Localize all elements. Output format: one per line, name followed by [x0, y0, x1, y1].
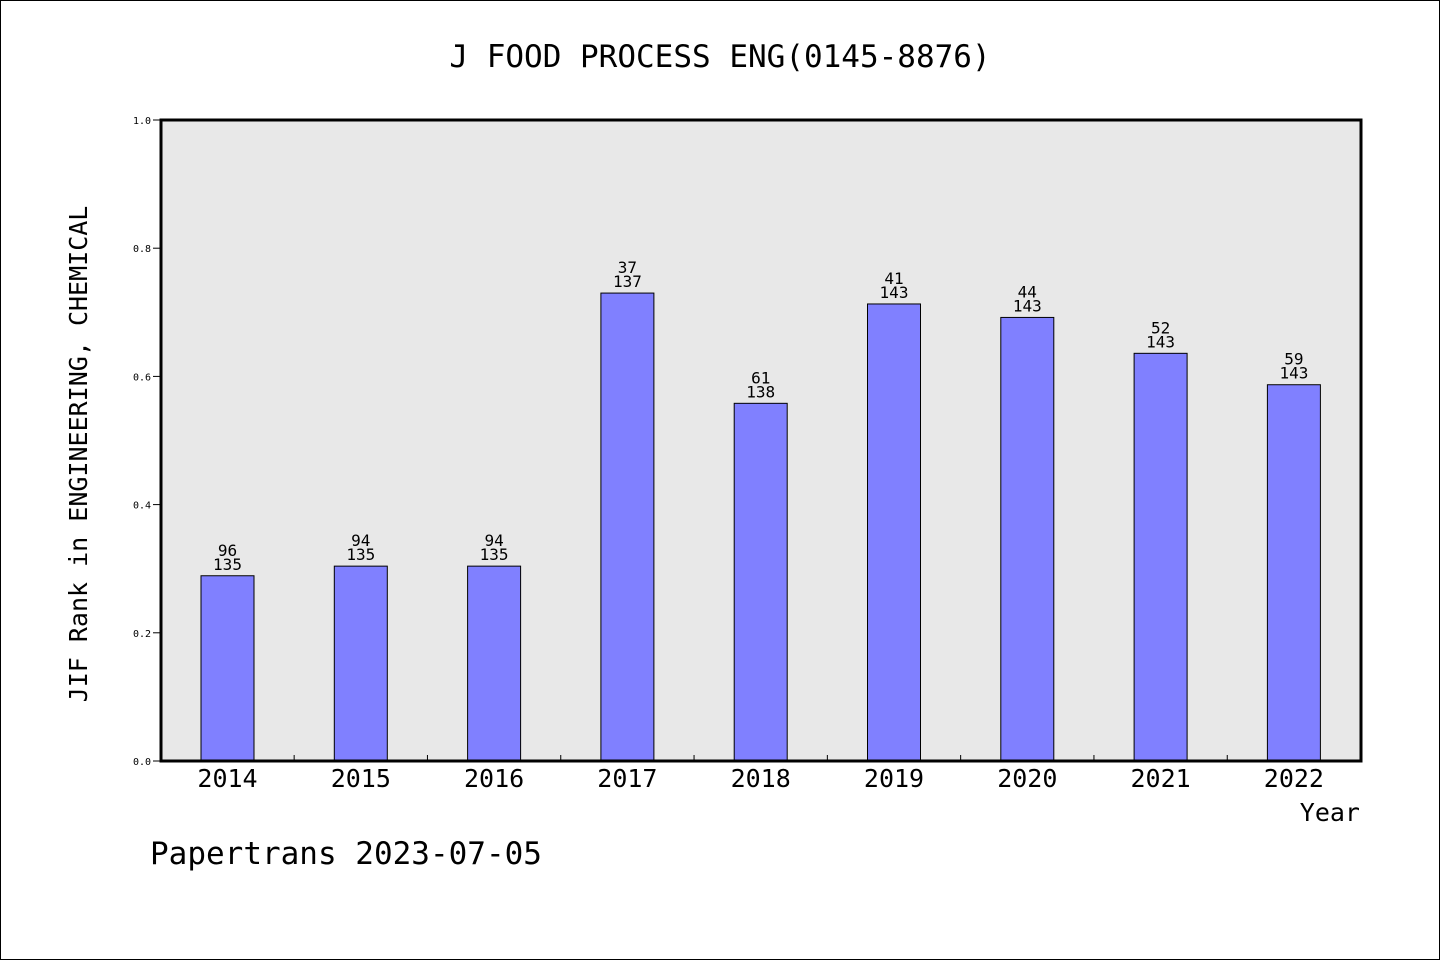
bar-2021 [1133, 352, 1188, 762]
x-tick-label: 2014 [197, 764, 257, 793]
bar-2020 [1000, 316, 1055, 762]
bar-2016 [467, 565, 522, 762]
bar-rank-label: 59 [1284, 350, 1303, 369]
bar-2018 [733, 402, 788, 762]
x-tick-label: 2020 [997, 764, 1057, 793]
bar-total-label: 135 [480, 545, 509, 564]
bar-rank-label: 94 [484, 531, 503, 550]
x-axis-label: Year [1300, 798, 1360, 827]
bar-2015 [333, 565, 388, 762]
bar-rank-label: 61 [751, 368, 770, 387]
bar-rank-label: 94 [351, 531, 370, 550]
y-axis-label: JIF Rank in ENGINEERING, CHEMICAL [64, 206, 93, 703]
bar-total-label: 137 [613, 272, 642, 291]
y-tick-label: 0.4 [133, 501, 151, 512]
bar-2017 [600, 292, 655, 762]
x-tick-label: 2021 [1130, 764, 1190, 793]
bar-total-label: 143 [1146, 332, 1175, 351]
bar-total-label: 135 [213, 555, 242, 574]
bar-rank-label: 52 [1151, 318, 1170, 337]
footer-text: Papertrans 2023-07-05 [150, 836, 542, 872]
bar-2019 [867, 303, 921, 762]
y-tick-label: 0.2 [133, 629, 151, 640]
y-axis: 0.0 0.2 0.4 0.6 0.8 1.0 [133, 116, 161, 768]
bar-rank-label: 41 [884, 269, 903, 288]
x-tick-label: 2016 [464, 764, 524, 793]
bar-total-label: 143 [880, 283, 909, 302]
x-tick-label: 2015 [331, 764, 391, 793]
bar-total-label: 138 [746, 382, 775, 401]
bar-total-label: 143 [1013, 296, 1042, 315]
x-tick-label: 2022 [1264, 764, 1324, 793]
x-tick-label: 2019 [864, 764, 924, 793]
bar-2014 [200, 575, 255, 762]
plot-border [159, 118, 1363, 763]
y-tick-label: 0.6 [133, 372, 151, 383]
y-tick-label: 0.8 [133, 244, 151, 255]
x-tick-label: 2018 [731, 764, 791, 793]
x-tick-label: 2017 [597, 764, 657, 793]
x-axis: 2014 2015 2016 2017 2018 2019 2020 2021 2022 [197, 755, 1324, 793]
bar-total-label: 143 [1279, 364, 1308, 383]
bar-rank-label: 37 [618, 258, 637, 277]
bar-total-label: 135 [346, 545, 375, 564]
bar-2022 [1266, 384, 1321, 762]
y-tick-label: 0.0 [133, 757, 151, 768]
bar-rank-label: 96 [218, 541, 237, 560]
bars-group [200, 292, 1321, 762]
bar-rank-label: 44 [1018, 282, 1037, 301]
chart-title: J FOOD PROCESS ENG(0145-8876) [449, 39, 990, 75]
y-tick-label: 1.0 [133, 116, 151, 127]
